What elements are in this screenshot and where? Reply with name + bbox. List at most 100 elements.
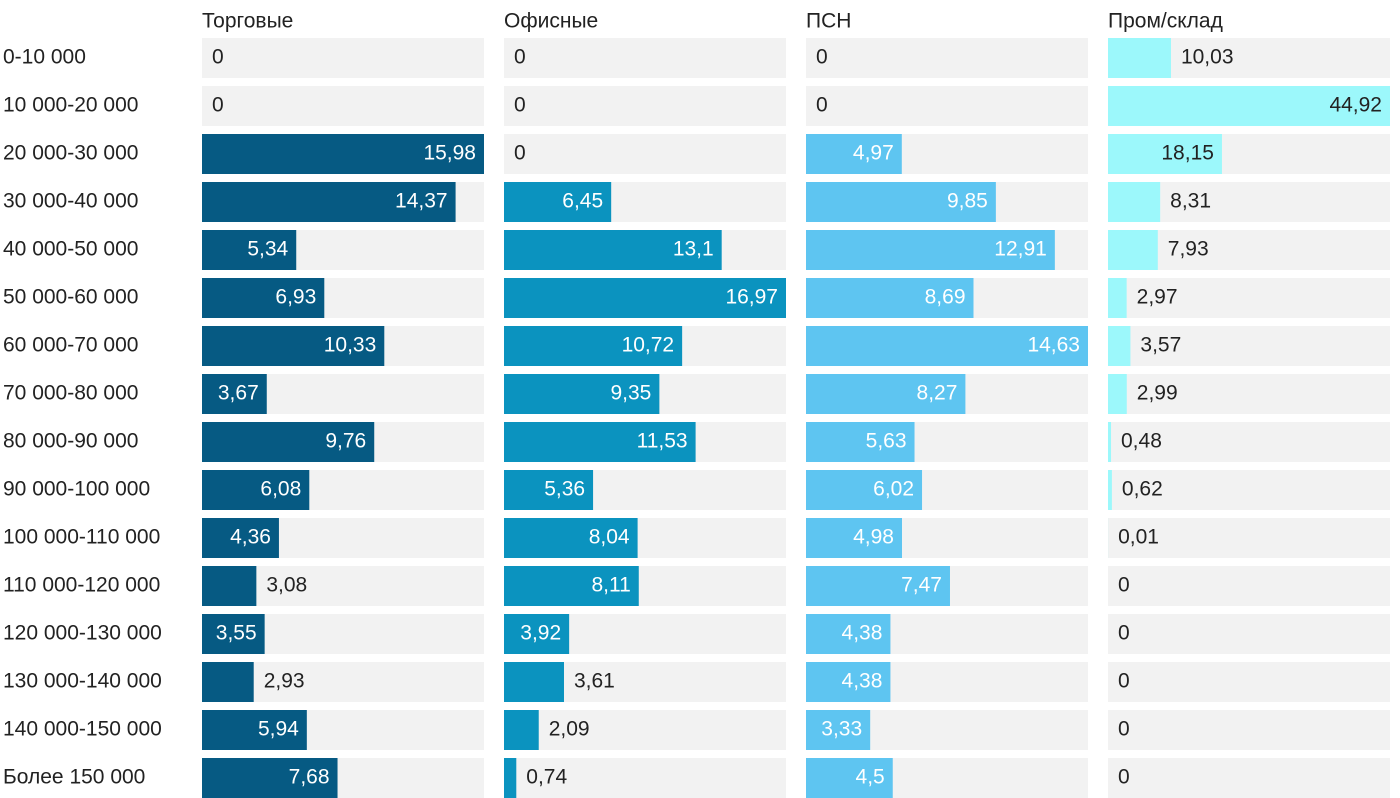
bar <box>806 374 966 414</box>
data-label: 5,63 <box>866 430 907 453</box>
data-label: 3,57 <box>1140 334 1181 357</box>
data-label: 15,98 <box>423 142 476 165</box>
data-label: 4,98 <box>853 526 894 549</box>
data-label: 13,1 <box>673 238 714 261</box>
bar <box>806 182 996 222</box>
data-label: 18,15 <box>1161 142 1214 165</box>
category-label: 100 000-110 000 <box>3 526 160 549</box>
bar-track <box>1108 326 1390 366</box>
data-label: 7,93 <box>1168 238 1209 261</box>
data-label: 2,09 <box>549 718 590 741</box>
data-label: 3,61 <box>574 670 615 693</box>
category-label: 20 000-30 000 <box>3 142 138 165</box>
bar <box>202 566 257 606</box>
bar <box>806 758 893 798</box>
bar <box>504 182 612 222</box>
bar-track <box>1108 614 1390 654</box>
data-label: 10,72 <box>622 334 675 357</box>
category-label: 90 000-100 000 <box>3 478 150 501</box>
category-label: 40 000-50 000 <box>3 238 138 261</box>
bar <box>202 278 325 318</box>
data-label: 0 <box>212 46 224 69</box>
series-header: ПСН <box>806 10 851 33</box>
bar-track <box>1108 470 1390 510</box>
data-label: 0,74 <box>526 766 567 789</box>
data-label: 0 <box>514 142 526 165</box>
category-label: 80 000-90 000 <box>3 430 138 453</box>
bar-track <box>1108 710 1390 750</box>
data-label: 6,45 <box>562 190 603 213</box>
data-label: 14,37 <box>395 190 448 213</box>
bar <box>202 758 338 798</box>
data-label: 8,27 <box>917 382 958 405</box>
category-label: 140 000-150 000 <box>3 718 162 741</box>
category-label: 10 000-20 000 <box>3 94 138 117</box>
category-label: 70 000-80 000 <box>3 382 138 405</box>
bar <box>504 278 786 318</box>
data-label: 6,08 <box>260 478 301 501</box>
bar-track <box>806 86 1088 126</box>
series-header: Торговые <box>202 10 293 33</box>
data-label: 0 <box>212 94 224 117</box>
bar-track <box>504 758 786 798</box>
bar <box>1108 326 1131 366</box>
data-label: 8,11 <box>591 574 630 597</box>
bar-track <box>1108 758 1390 798</box>
data-label: 9,35 <box>610 382 651 405</box>
data-label: 3,33 <box>821 718 862 741</box>
bar-track <box>1108 374 1390 414</box>
bar-track <box>1108 662 1390 702</box>
category-label: 0-10 000 <box>3 46 86 69</box>
bar <box>202 614 265 654</box>
data-label: 8,04 <box>589 526 630 549</box>
bar <box>504 614 570 654</box>
bar <box>806 710 871 750</box>
bar-track <box>1108 566 1390 606</box>
data-label: 9,85 <box>947 190 988 213</box>
category-label: Более 150 000 <box>3 766 145 789</box>
data-label: 5,34 <box>247 238 288 261</box>
bar <box>504 470 594 510</box>
bar <box>806 470 923 510</box>
bar <box>806 662 891 702</box>
bar-track <box>202 86 484 126</box>
data-label: 10,33 <box>324 334 377 357</box>
data-label: 8,31 <box>1170 190 1211 213</box>
data-label: 4,5 <box>856 766 885 789</box>
bar <box>504 326 683 366</box>
bar <box>504 374 660 414</box>
data-label: 0 <box>1118 622 1130 645</box>
bar <box>504 422 696 462</box>
bar <box>1108 278 1127 318</box>
data-label: 5,36 <box>544 478 585 501</box>
bar <box>1108 470 1112 510</box>
data-label: 14,63 <box>1027 334 1080 357</box>
data-label: 16,97 <box>725 286 778 309</box>
bar <box>202 182 456 222</box>
data-label: 4,38 <box>842 670 883 693</box>
bar <box>806 134 902 174</box>
data-label: 5,94 <box>258 718 299 741</box>
data-label: 0 <box>1118 766 1130 789</box>
category-label: 110 000-120 000 <box>3 574 160 597</box>
bar <box>202 230 297 270</box>
data-label: 0 <box>816 94 828 117</box>
bar <box>806 614 891 654</box>
data-label: 0 <box>1118 670 1130 693</box>
bar <box>1108 38 1171 78</box>
bar <box>1108 134 1222 174</box>
data-label: 10,03 <box>1181 46 1234 69</box>
data-label: 0,48 <box>1121 430 1162 453</box>
data-label: 0 <box>816 46 828 69</box>
category-label: 60 000-70 000 <box>3 334 138 357</box>
data-label: 3,08 <box>266 574 307 597</box>
data-label: 44,92 <box>1329 94 1382 117</box>
bar-track <box>504 134 786 174</box>
bar <box>202 374 267 414</box>
bar <box>504 662 564 702</box>
bar-track <box>504 38 786 78</box>
data-label: 0 <box>514 94 526 117</box>
data-label: 9,76 <box>325 430 366 453</box>
bar <box>504 518 638 558</box>
